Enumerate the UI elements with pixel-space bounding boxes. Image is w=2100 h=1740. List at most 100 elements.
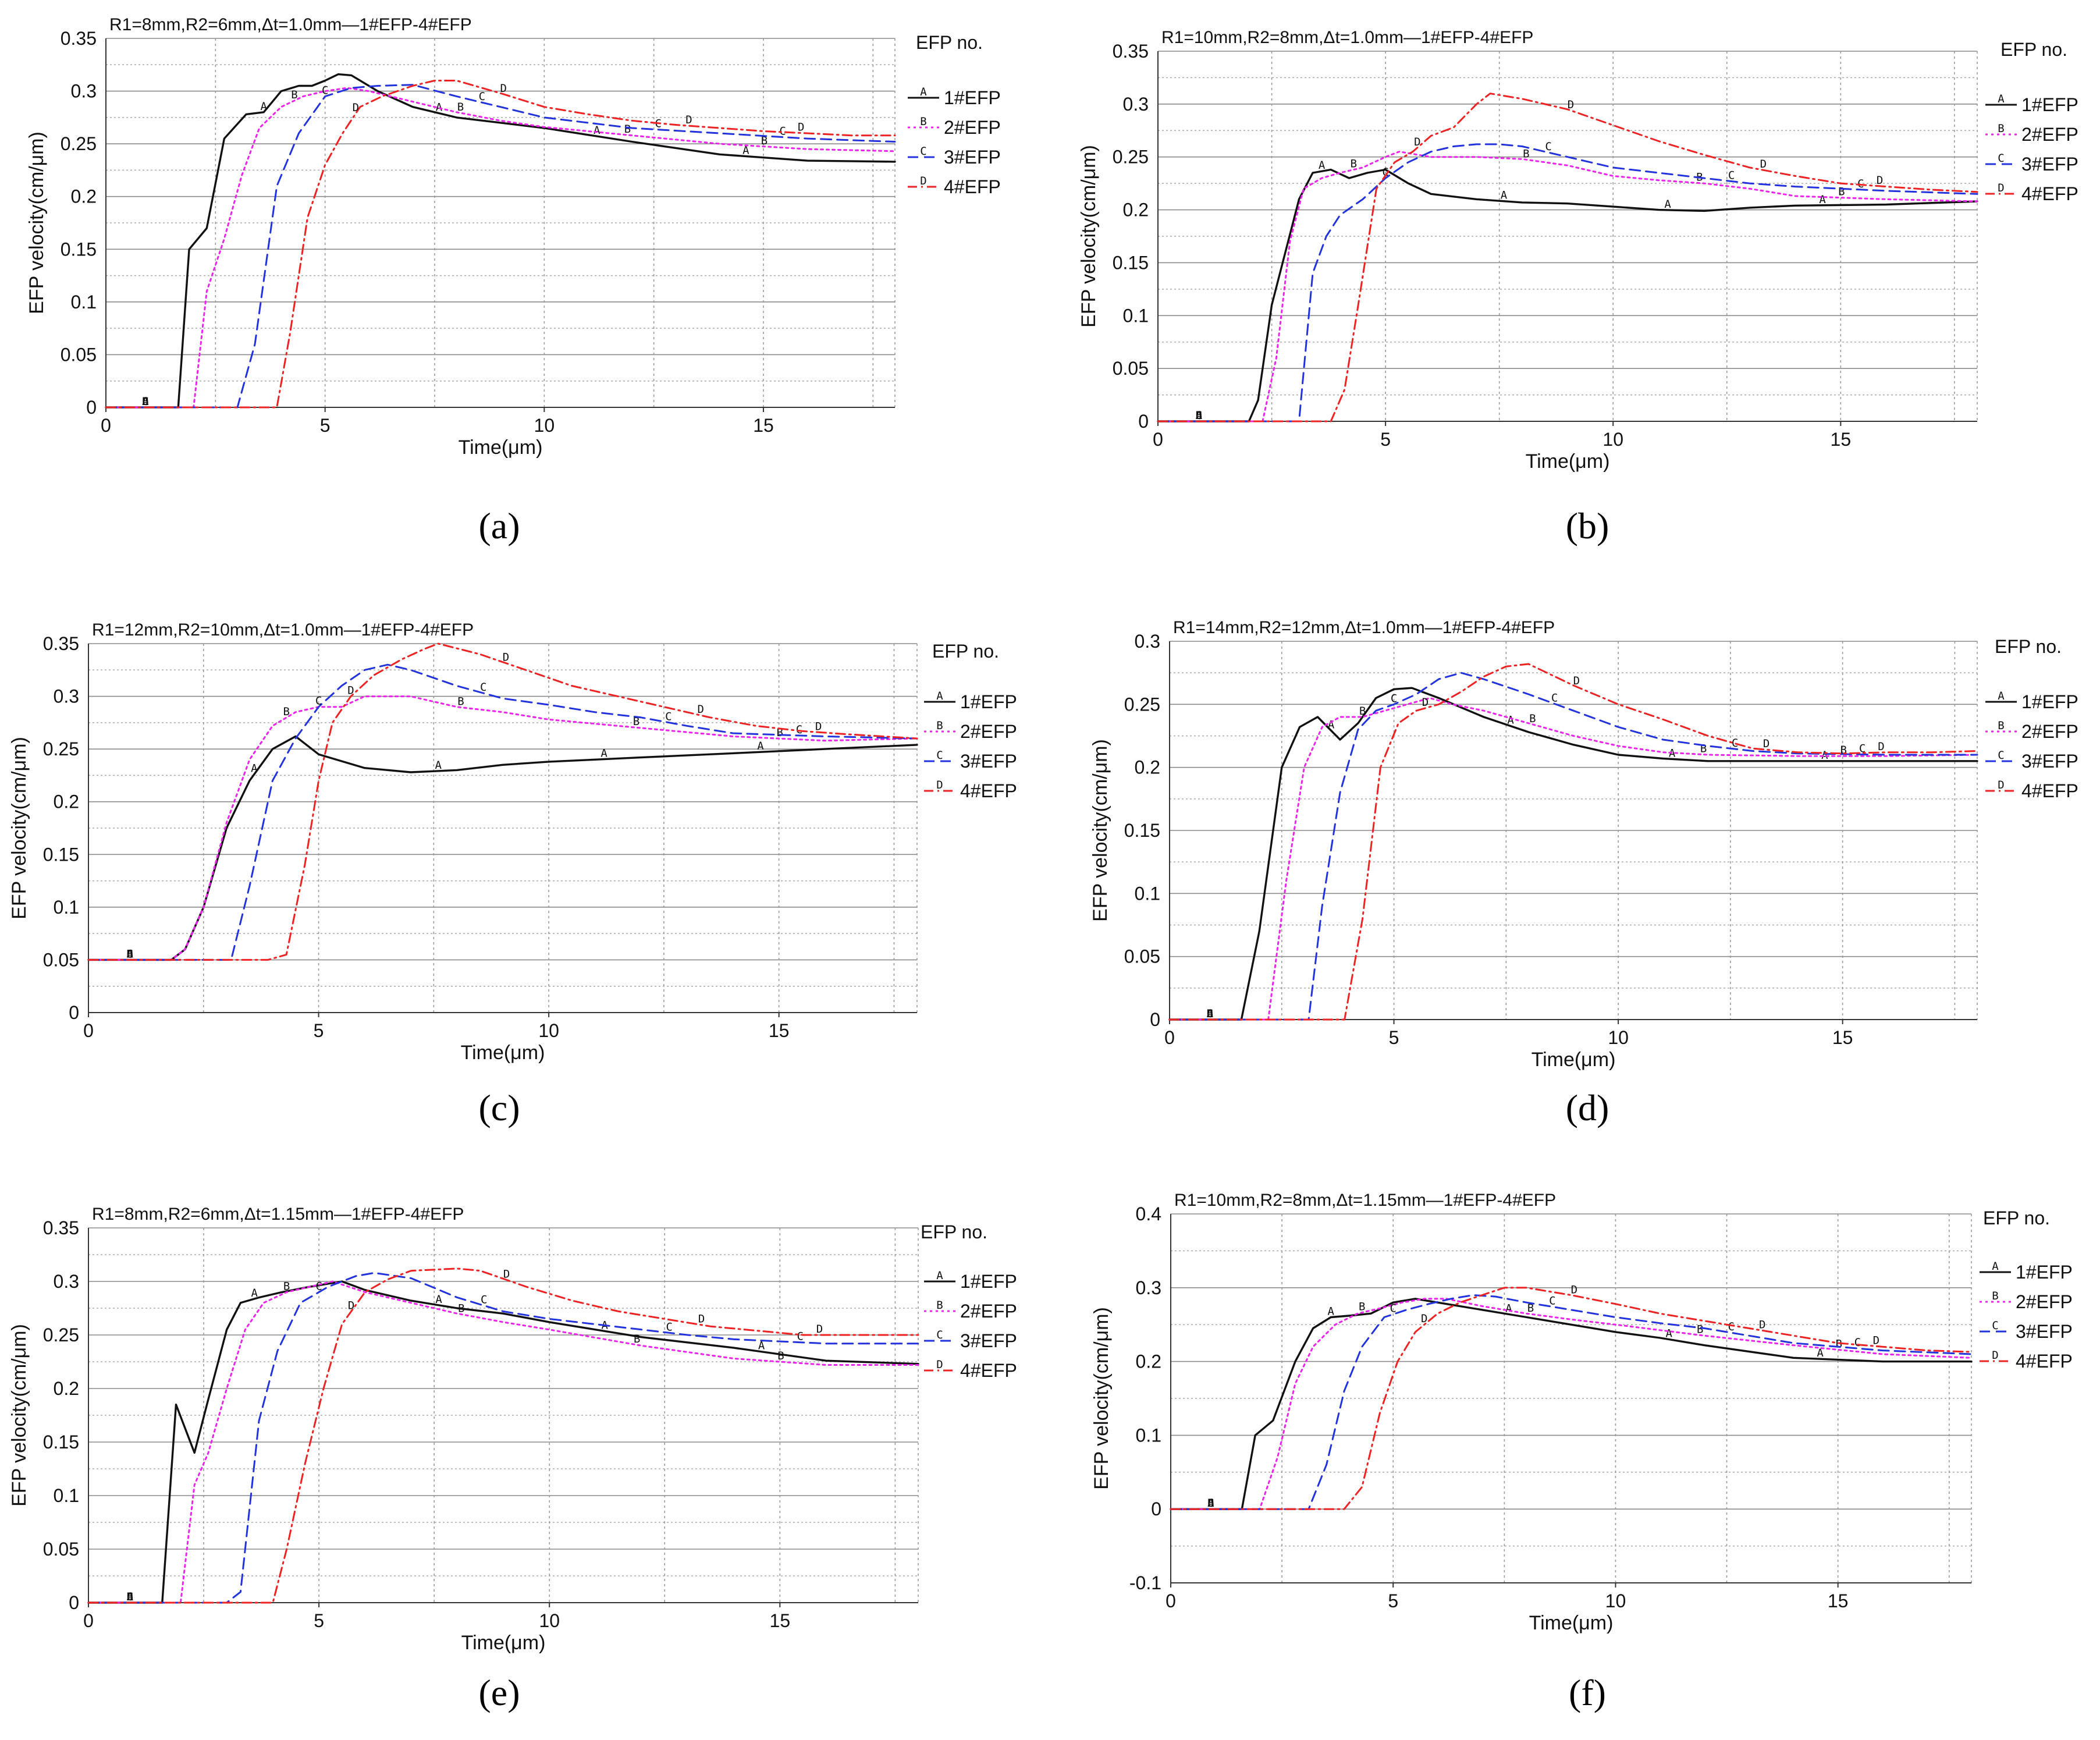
series-marker-b: B <box>1697 1323 1703 1336</box>
series-marker-d: D <box>348 1299 354 1312</box>
series-marker-c: C <box>481 1293 487 1306</box>
series-marker-d: D <box>347 684 354 697</box>
series-marker-b: B <box>1700 743 1707 755</box>
x-tick-label: 15 <box>1828 1590 1849 1611</box>
legend-marker-b: B <box>920 115 926 128</box>
x-tick-label: 5 <box>1388 1590 1398 1611</box>
series-marker-b: B <box>457 695 464 708</box>
series-marker-d: D <box>1207 1007 1213 1020</box>
x-tick-label: 0 <box>101 415 111 436</box>
series-marker-d: D <box>1207 1497 1214 1510</box>
series-marker-a: A <box>260 100 267 113</box>
x-tick-label: 0 <box>83 1610 94 1631</box>
series-line-c <box>1170 1294 1973 1510</box>
legend-label-a: 1#EFP <box>960 691 1017 712</box>
series-marker-b: B <box>1840 744 1846 757</box>
y-tick-label: 0 <box>69 1002 79 1023</box>
series-marker-d: D <box>815 720 822 733</box>
series-line-a <box>87 1280 919 1604</box>
y-axis-label: EFP velocity(cm/μm) <box>1090 1307 1113 1490</box>
legend-marker-d: D <box>936 1358 943 1371</box>
y-tick-label: 0.35 <box>1113 41 1149 62</box>
chart-panel-c: 0 0.05 0.1 0.15 0.2 0.25 0.3 0.35 0 5 10 15 R1=12mm,… <box>8 620 1017 1128</box>
x-axis-label: Time(μm) <box>461 1632 546 1654</box>
y-tick-label: -0.1 <box>1129 1572 1161 1593</box>
chart-title: R1=12mm,R2=10mm,Δt=1.0mm—1#EFP-4#EFP <box>92 620 474 640</box>
legend-label-d: 4#EFP <box>960 780 1017 801</box>
panel-caption: (c) <box>478 1087 520 1128</box>
legend-label-c: 3#EFP <box>960 751 1017 772</box>
y-tick-label: 0.15 <box>61 239 97 260</box>
legend-label-d: 4#EFP <box>944 176 1001 197</box>
y-tick-label: 0 <box>1150 1009 1160 1030</box>
series-marker-b: B <box>1359 1300 1365 1313</box>
series-marker-c: C <box>1549 1295 1555 1308</box>
series-marker-d: D <box>500 82 507 95</box>
legend-marker-c: C <box>1998 749 2004 762</box>
legend-marker-d: D <box>1998 779 2004 791</box>
y-tick-label: 0.15 <box>1113 252 1149 273</box>
legend-marker-a: A <box>936 690 943 702</box>
y-tick-label: 0.35 <box>43 1217 79 1238</box>
series-marker-c: C <box>1732 737 1738 750</box>
y-axis-label: EFP velocity(cm/μm) <box>8 737 30 919</box>
series-marker-b: B <box>126 947 133 960</box>
legend-title: EFP no. <box>1983 1208 2050 1228</box>
y-tick-label: 0.15 <box>1124 820 1160 841</box>
series-marker-c: C <box>127 1590 133 1603</box>
x-axis-label: Time(μm) <box>459 436 543 459</box>
x-tick-label: 5 <box>314 1020 324 1041</box>
series-marker-a: A <box>1664 198 1671 211</box>
series-marker-c: C <box>1859 742 1866 755</box>
y-tick-label: 0.1 <box>1123 305 1149 326</box>
legend-marker-a: A <box>1998 690 2005 702</box>
series-marker-c: C <box>1728 169 1735 182</box>
series-line-a <box>1168 687 1978 1021</box>
y-tick-label: 0.2 <box>54 1378 79 1399</box>
series-marker-a: A <box>1665 1327 1672 1340</box>
series-marker-d: D <box>1873 1334 1879 1347</box>
y-tick-label: 0.1 <box>1135 883 1160 904</box>
series-marker-c: C <box>126 947 133 960</box>
legend-marker-b: B <box>1992 1290 1998 1302</box>
y-tick-label: 0.1 <box>54 897 79 918</box>
series-marker-b: B <box>1527 1302 1534 1315</box>
legend-label-b: 2#EFP <box>960 1301 1017 1322</box>
y-tick-label: 0.3 <box>54 1271 79 1292</box>
series-marker-d: D <box>697 703 703 716</box>
chart-panel-a: 0 0.05 0.1 0.15 0.2 0.25 0.3 0.35 0 5 10 15 R1=8mm,R… <box>26 15 1001 546</box>
series-line-c <box>87 663 918 961</box>
x-axis-label: Time(μm) <box>1529 1612 1614 1634</box>
series-marker-a: A <box>127 1590 134 1603</box>
series-marker-c: C <box>1196 409 1202 422</box>
series-marker-a: A <box>758 1340 765 1352</box>
series-marker-c: C <box>665 710 671 723</box>
x-tick-label: 5 <box>1380 429 1391 450</box>
series-marker-b: B <box>1207 1007 1213 1020</box>
panel-caption: (d) <box>1566 1087 1609 1128</box>
series-marker-b: B <box>291 88 297 101</box>
y-tick-label: 0.2 <box>1123 200 1149 221</box>
x-tick-label: 15 <box>1832 1027 1853 1048</box>
x-tick-label: 5 <box>314 1610 324 1631</box>
series-line-b <box>87 1280 919 1604</box>
series-marker-b: B <box>777 726 783 739</box>
y-tick-label: 0.15 <box>43 844 79 865</box>
series-marker-a: A <box>1669 747 1676 759</box>
legend-label-a: 1#EFP <box>960 1271 1017 1292</box>
y-tick-label: 0.05 <box>1113 358 1149 379</box>
x-tick-label: 15 <box>1831 429 1852 450</box>
chart-title: R1=8mm,R2=6mm,Δt=1.15mm—1#EFP-4#EFP <box>92 1205 464 1224</box>
series-marker-b: B <box>127 1590 133 1603</box>
legend-label-a: 1#EFP <box>944 87 1001 108</box>
series-marker-a: A <box>1319 159 1326 172</box>
y-tick-label: 0.2 <box>1136 1351 1161 1372</box>
y-tick-label: 0.3 <box>54 686 79 707</box>
series-marker-c: C <box>797 1330 803 1343</box>
series-marker-c: C <box>1854 1336 1861 1349</box>
y-tick-label: 0.3 <box>1135 631 1160 652</box>
y-tick-label: 0.25 <box>1113 147 1149 168</box>
legend-marker-a: A <box>920 86 927 98</box>
series-line-c <box>1168 672 1978 1021</box>
series-marker-c: C <box>796 723 802 736</box>
